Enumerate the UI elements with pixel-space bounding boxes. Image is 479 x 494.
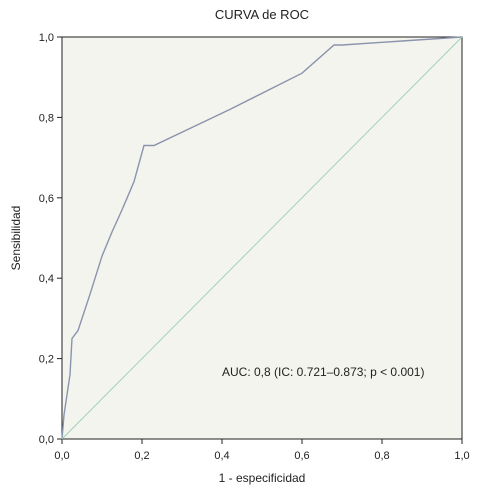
- reference-diagonal-line: [61, 36, 463, 440]
- y-tick-label: 1,0: [39, 32, 54, 44]
- x-tick-label: 0,8: [374, 450, 389, 462]
- x-tick-label: 1,0: [454, 450, 469, 462]
- y-tick-label: 0,0: [39, 434, 54, 446]
- roc-curve-line: [61, 36, 463, 440]
- y-tick-label: 0,4: [39, 273, 54, 285]
- auc-annotation: AUC: 0,8 (IC: 0.721–0.873; p < 0.001): [222, 365, 424, 379]
- x-tick-label: 0,6: [294, 450, 309, 462]
- y-tick-label: 0,8: [39, 112, 54, 124]
- y-tick-label: 0,6: [39, 193, 54, 205]
- y-tick-label: 0,2: [39, 354, 54, 366]
- x-tick-label: 0,0: [54, 450, 69, 462]
- x-tick-label: 0,2: [134, 450, 149, 462]
- y-axis-label: Sensibilidad: [9, 206, 23, 271]
- x-axis-label: 1 - especificidad: [219, 471, 306, 485]
- x-tick-label: 0,4: [214, 450, 229, 462]
- chart-title: CURVA de ROC: [215, 7, 309, 22]
